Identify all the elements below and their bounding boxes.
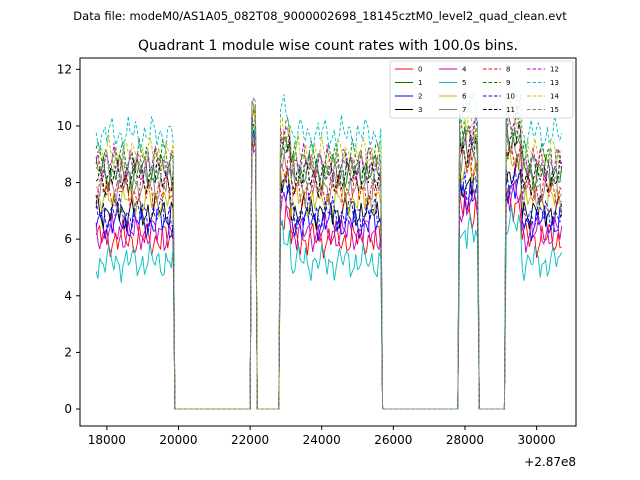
y-tick-label: 4 — [64, 289, 72, 303]
x-axis: 18000 20000 22000 24000 26000 28000 30000 — [88, 426, 556, 447]
legend-label-13: 13 — [550, 79, 559, 87]
legend-label-7: 7 — [462, 106, 466, 114]
legend-label-14: 14 — [550, 93, 559, 101]
y-tick-label: 8 — [64, 176, 72, 190]
legend-label-10: 10 — [506, 93, 515, 101]
plot-frame — [79, 57, 577, 427]
legend-label-11: 11 — [506, 106, 515, 114]
legend-box — [389, 60, 574, 119]
legend-label-1: 1 — [418, 79, 422, 87]
y-tick-label: 2 — [64, 345, 72, 359]
x-tick-label: 24000 — [303, 433, 341, 447]
legend-label-9: 9 — [506, 79, 510, 87]
series-layer — [95, 81, 563, 410]
legend-label-3: 3 — [418, 106, 422, 114]
chart-title: Quadrant 1 module wise count rates with … — [138, 38, 518, 54]
x-tick-label: 20000 — [159, 433, 197, 447]
y-tick-label: 12 — [57, 62, 72, 76]
y-tick-label: 0 — [64, 402, 72, 416]
legend-label-6: 6 — [462, 93, 467, 101]
legend-label-8: 8 — [506, 66, 510, 74]
legend-label-2: 2 — [418, 93, 422, 101]
series-line-14 — [95, 96, 563, 410]
x-tick-label: 30000 — [518, 433, 556, 447]
legend-label-5: 5 — [462, 79, 466, 87]
legend-label-0: 0 — [418, 66, 422, 74]
plot-area — [80, 58, 576, 426]
x-offset-label: +2.87e8 — [524, 455, 576, 469]
x-tick-label: 18000 — [88, 433, 126, 447]
x-tick-label: 26000 — [374, 433, 412, 447]
x-tick-label: 22000 — [231, 433, 269, 447]
figure-suptitle: Data file: modeM0/AS1A05_082T08_90000026… — [73, 9, 567, 23]
legend-label-12: 12 — [550, 66, 559, 74]
y-tick-label: 10 — [57, 119, 72, 133]
x-tick-label: 28000 — [446, 433, 484, 447]
legend-label-4: 4 — [462, 66, 467, 74]
y-tick-label: 6 — [64, 232, 72, 246]
legend-label-15: 15 — [550, 106, 559, 114]
y-axis: 0 2 4 6 8 10 12 — [57, 62, 80, 416]
